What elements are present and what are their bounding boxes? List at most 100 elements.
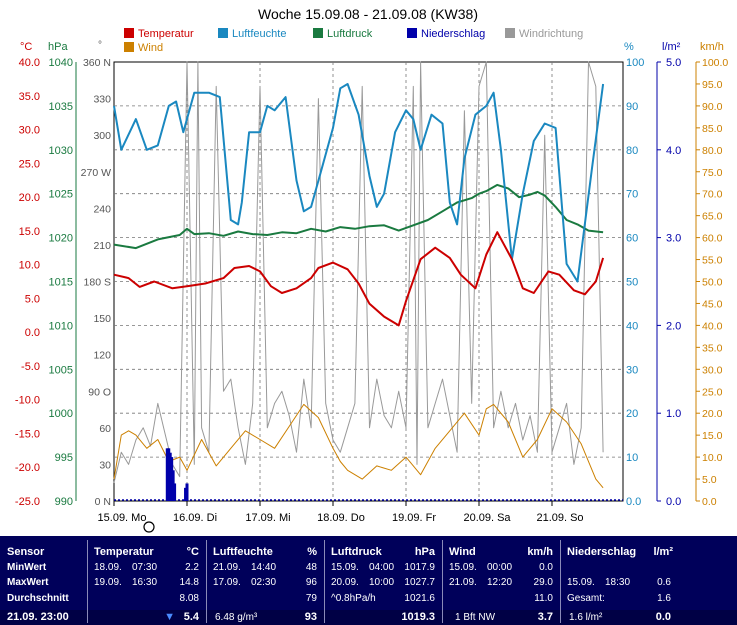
wind-max-time: 12:20 [487, 577, 513, 588]
wind-column: Wind km/h 15.09. 00:00 0.0 21.09. 12:20 … [443, 536, 559, 625]
sensor-timestamp: 21.09. 23:00 [7, 611, 69, 623]
pressure-tick: 1035 [49, 101, 73, 113]
legend-swatch-1 [218, 28, 228, 38]
humidity-tick: 20 [626, 408, 638, 420]
temp-tick: 0.0 [25, 327, 40, 339]
x-tick-label-3: 18.09. Do [317, 512, 365, 524]
pressure-tick: 1020 [49, 233, 73, 245]
direction-tick: 30 [99, 459, 111, 471]
humidity-tick: 10 [626, 452, 638, 464]
press-avg-value: 1021.6 [404, 593, 435, 604]
right-axes: 1009080706050403020100.05.04.03.02.01.00… [626, 57, 728, 508]
luftfeuchte-header: Luftfeuchte [213, 546, 273, 558]
wind-tick: 50.0 [702, 277, 723, 289]
sensor-row-max: MaxWert [7, 577, 49, 588]
series-line-windrichtung [113, 61, 604, 483]
legend-swatch-5 [124, 42, 134, 52]
summary-footer [0, 610, 737, 625]
temp-max-value: 14.8 [179, 577, 199, 588]
rain-tick: 3.0 [666, 233, 681, 245]
x-tick-label-0: 15.09. Mo [98, 512, 147, 524]
temp-max-date: 19.09. [94, 577, 122, 588]
hum-max-date: 17.09. [213, 577, 241, 588]
wind-tick: 15.0 [702, 430, 723, 442]
pressure-tick: 990 [55, 496, 73, 508]
wind-tick: 70.0 [702, 189, 723, 201]
rain-unit-label: l/m² [662, 41, 681, 53]
temp-max-time: 16:30 [132, 577, 158, 588]
wind-min-value: 0.0 [539, 562, 553, 573]
direction-tick: 330 [93, 94, 111, 106]
legend-swatch-3 [407, 28, 417, 38]
legend-label-1: Luftfeuchte [232, 28, 286, 40]
weather-chart: Woche 15.09.08 - 21.09.08 (KW38) Tempera… [15, 6, 728, 533]
direction-tick: 180 S [84, 277, 111, 289]
rain-day-sum: 1.6 l/m² [569, 612, 603, 623]
legend-label-5: Wind [138, 42, 163, 54]
series-line-temperatur [113, 231, 605, 327]
hum-max-time: 02:30 [251, 577, 277, 588]
temp-tick: -25.0 [15, 496, 40, 508]
temp-min-value: 2.2 [185, 562, 199, 573]
direction-tick: 360 N [83, 57, 111, 69]
press-max-value: 1027.7 [404, 577, 435, 588]
legend-label-4: Windrichtung [519, 28, 583, 40]
wind-tick: 95.0 [702, 79, 723, 91]
series-line-luftfeuchte [113, 83, 605, 283]
temperatur-header: Temperatur [94, 546, 154, 558]
wind-min-time: 00:00 [487, 562, 513, 573]
wind-min-date: 15.09. [449, 562, 477, 573]
luftdruck-header: Luftdruck [331, 546, 382, 558]
legend: Temperatur Luftfeuchte Luftdruck Niederschl… [124, 28, 583, 54]
pressure-tick: 1025 [49, 189, 73, 201]
niederschlag-column: Niederschlag l/m² 15.09. 18:30 0.6 Gesam… [561, 536, 677, 625]
rain-max-date: 15.09. [567, 577, 595, 588]
press-max-date: 20.09. [331, 577, 359, 588]
wind-tick: 45.0 [702, 298, 723, 310]
x-tick-label-4: 19.09. Fr [392, 512, 436, 524]
wind-max-date: 21.09. [449, 577, 477, 588]
wind-avg-value: 11.0 [534, 593, 553, 604]
pressure-unit-label: hPa [48, 41, 68, 53]
wind-tick: 5.0 [702, 474, 717, 486]
direction-tick: 120 [93, 350, 111, 362]
wind-tick: 35.0 [702, 342, 723, 354]
rain-tick: 2.0 [666, 320, 681, 332]
wind-tick: 85.0 [702, 123, 723, 135]
temp-tick: -15.0 [15, 428, 40, 440]
pressure-tick: 1015 [49, 277, 73, 289]
press-min-date: 15.09. [331, 562, 359, 573]
press-min-value: 1017.9 [404, 562, 435, 573]
hum-avg-value: 79 [305, 593, 317, 604]
wind-unit: km/h [527, 546, 553, 558]
axis-headers: °C hPa °% l/m² km/h [20, 40, 724, 53]
rain-max-value: 0.6 [657, 577, 671, 588]
wind-tick: 55.0 [702, 255, 723, 267]
series-layer [113, 61, 623, 501]
humidity-unit-label: % [624, 41, 634, 53]
luftdruck-column: Luftdruck hPa 15.09. 04:00 1017.9 20.09.… [325, 536, 441, 625]
series-line-luftdruck [113, 183, 604, 250]
summary-table: Sensor MinWert MaxWert Durchschnitt 21.0… [0, 536, 737, 625]
wind-max-value: 29.0 [533, 577, 553, 588]
press-max-time: 10:00 [369, 577, 395, 588]
rain-total-value: 1.6 [657, 593, 671, 604]
temp-min-date: 18.09. [94, 562, 122, 573]
left-axes: 40.0 35.0 30.0 25.0 20.0 15.0 10.0 5.0 0.0 -5.0 -1… [15, 57, 111, 508]
niederschlag-unit: l/m² [653, 546, 673, 558]
temp-tick: 20.0 [19, 192, 40, 204]
temp-tick: 25.0 [19, 158, 40, 170]
pressure-tick: 1040 [49, 57, 73, 69]
x-tick-label-6: 21.09. So [536, 512, 583, 524]
niederschlag-header: Niederschlag [567, 546, 637, 558]
temp-min-time: 07:30 [132, 562, 158, 573]
humidity-tick: 60 [626, 233, 638, 245]
wind-tick: 60.0 [702, 233, 723, 245]
legend-label-0: Temperatur [138, 28, 194, 40]
temp-current-value: 5.4 [183, 611, 199, 623]
temp-unit-label: °C [20, 41, 32, 53]
wind-tick: 75.0 [702, 167, 723, 179]
arrow-down-icon: ▼ [164, 611, 175, 623]
rain-bar [173, 483, 177, 501]
x-tick-label-2: 17.09. Mi [245, 512, 290, 524]
